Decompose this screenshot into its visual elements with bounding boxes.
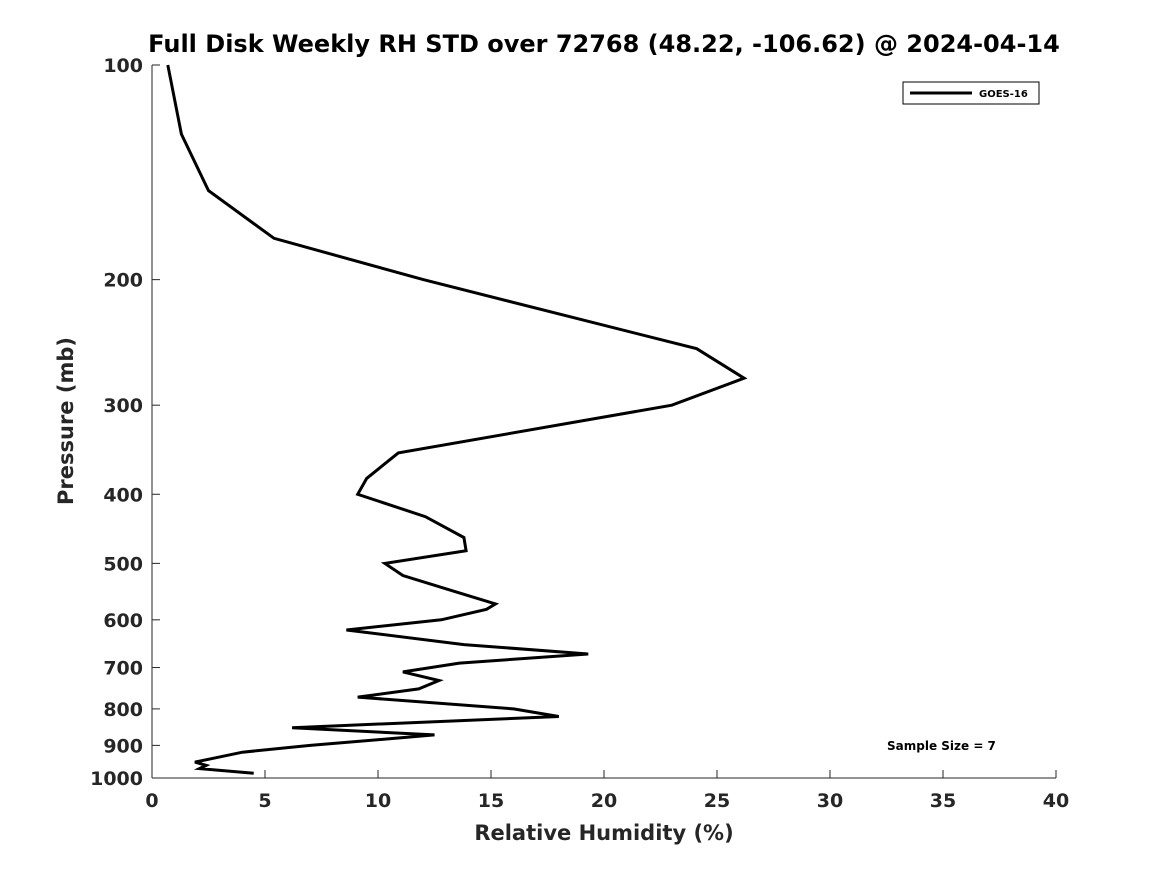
plot-area bbox=[166, 64, 748, 775]
sample-size-annotation: Sample Size = 7 bbox=[887, 739, 996, 753]
y-axis: 100 200 300 400 500 600 700 800 900 1000 bbox=[90, 55, 160, 790]
y-tick-label: 100 bbox=[103, 55, 143, 77]
y-tick-label: 800 bbox=[103, 699, 143, 721]
y-tick-label: 200 bbox=[103, 270, 143, 292]
legend-label-goes-16: GOES-16 bbox=[979, 89, 1028, 100]
x-tick-label: 15 bbox=[478, 790, 504, 812]
chart-title: Full Disk Weekly RH STD over 72768 (48.2… bbox=[148, 30, 1060, 58]
y-tick-label: 900 bbox=[103, 735, 143, 757]
x-axis: 0 5 10 15 20 25 30 35 40 bbox=[145, 770, 1069, 812]
y-tick-label: 400 bbox=[103, 484, 143, 506]
y-axis-label: Pressure (mb) bbox=[54, 337, 78, 505]
x-tick-label: 20 bbox=[591, 790, 617, 812]
x-tick-label: 35 bbox=[930, 790, 956, 812]
x-tick-label: 10 bbox=[365, 790, 391, 812]
y-tick-label: 500 bbox=[103, 553, 143, 575]
x-tick-label: 40 bbox=[1043, 790, 1069, 812]
x-tick-label: 25 bbox=[704, 790, 730, 812]
y-tick-label: 300 bbox=[103, 395, 143, 417]
x-tick-label: 5 bbox=[258, 790, 271, 812]
series-line-goes-16 bbox=[166, 64, 748, 775]
x-tick-label: 0 bbox=[145, 790, 158, 812]
x-axis-label: Relative Humidity (%) bbox=[474, 821, 733, 845]
y-tick-label: 600 bbox=[103, 610, 143, 632]
y-tick-label: 1000 bbox=[90, 768, 143, 790]
x-tick-label: 30 bbox=[817, 790, 843, 812]
y-tick-label: 700 bbox=[103, 658, 143, 680]
legend: GOES-16 bbox=[902, 81, 1040, 105]
